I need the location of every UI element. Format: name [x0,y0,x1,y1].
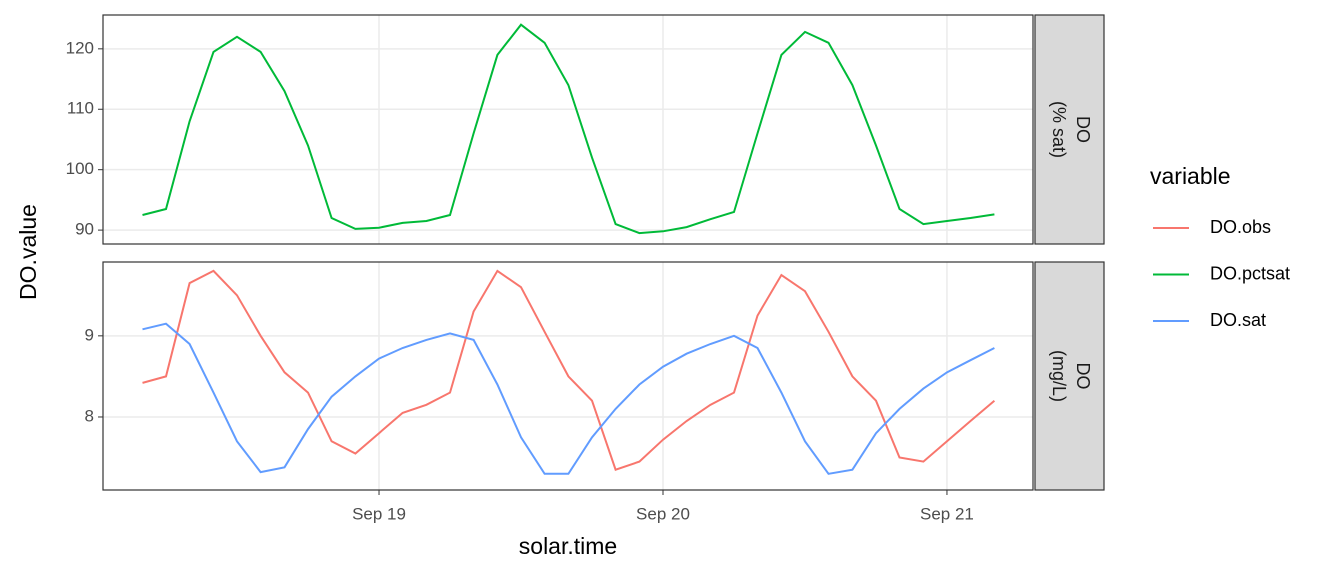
panel-border [102,14,1034,245]
strip-label: (mg/L) [1049,350,1069,402]
panel-border [102,261,1034,491]
strip-label: DO [1073,116,1093,143]
x-tick-label: Sep 21 [920,504,974,523]
panel-background [103,15,1033,244]
y-tick-label: 110 [67,99,94,118]
strip [1034,261,1105,491]
data-line [142,23,995,235]
legend-title: variable [1150,163,1231,189]
strip [1034,14,1105,245]
y-axis-label: DO.value [15,204,41,300]
y-tick-label: 9 [85,325,94,344]
y-tick-label: 8 [85,406,94,425]
legend-label: DO.obs [1210,217,1271,237]
y-tick-label: 90 [75,220,94,239]
y-tick-label: 120 [66,38,94,57]
data-line [142,269,996,471]
legend-label: DO.pctsat [1210,263,1290,283]
strip-label: DO [1073,363,1093,390]
strip-label: (% sat) [1049,101,1069,158]
legend-label: DO.sat [1210,310,1266,330]
x-tick-label: Sep 20 [636,504,690,523]
y-tick-label: 100 [66,159,94,178]
data-line [142,322,995,475]
x-axis-label: solar.time [519,533,617,559]
x-tick-label: Sep 19 [352,504,406,523]
